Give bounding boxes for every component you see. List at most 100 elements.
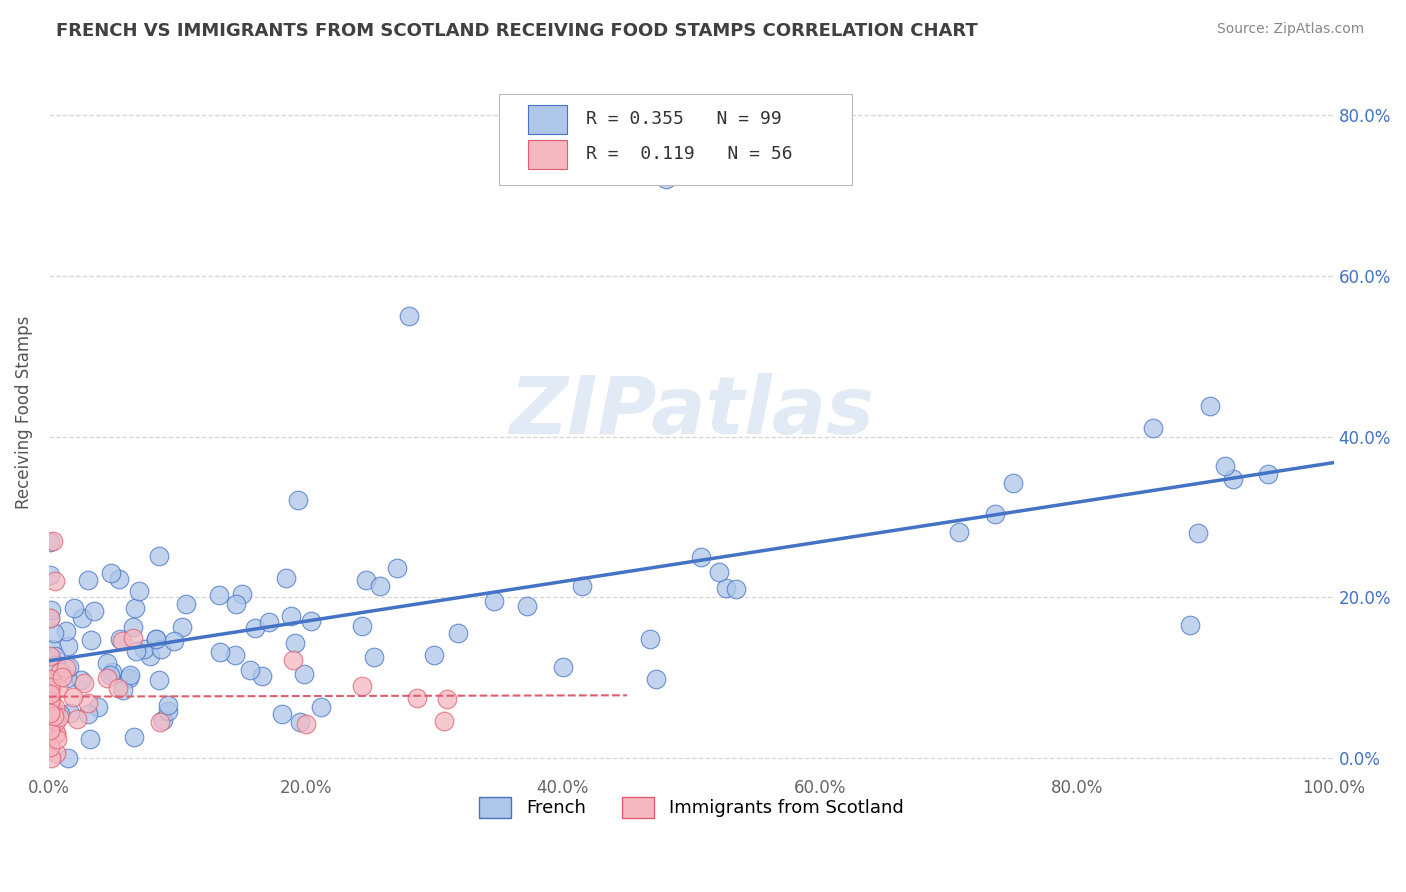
Point <box>55 660 77 674</box>
Point <box>174 598 197 612</box>
Point <box>1222 472 1244 486</box>
FancyBboxPatch shape <box>499 94 852 185</box>
Point <box>39 672 62 686</box>
Point <box>654 172 676 186</box>
Point <box>39 700 62 714</box>
Point <box>44 648 66 663</box>
Point <box>1178 618 1201 632</box>
Point <box>423 648 446 663</box>
Point <box>58 660 80 674</box>
Point <box>257 615 280 629</box>
Point <box>39 723 62 738</box>
Point <box>145 632 167 647</box>
Point <box>48 710 70 724</box>
Point <box>356 574 378 588</box>
Point <box>96 672 118 686</box>
Point <box>271 707 294 722</box>
Point <box>39 611 62 625</box>
Point <box>77 573 100 587</box>
Point <box>39 675 62 690</box>
Point <box>45 727 67 741</box>
Point <box>122 631 145 645</box>
Point <box>56 640 79 654</box>
Point <box>39 694 62 708</box>
Point <box>39 704 62 718</box>
Text: ZIPatlas: ZIPatlas <box>509 374 873 451</box>
Point <box>447 626 470 640</box>
Point <box>39 684 62 698</box>
Point <box>436 692 458 706</box>
Point <box>77 706 100 721</box>
Point <box>118 667 141 681</box>
Point <box>101 665 124 679</box>
Legend: French, Immigrants from Scotland: French, Immigrants from Scotland <box>470 788 912 827</box>
Point <box>149 714 172 729</box>
Point <box>406 691 429 706</box>
Point <box>156 705 179 719</box>
Point <box>42 534 65 549</box>
Point <box>209 645 232 659</box>
Point <box>295 717 318 731</box>
Point <box>152 713 174 727</box>
Point <box>96 656 118 670</box>
Point <box>63 601 86 615</box>
Text: R = 0.355   N = 99: R = 0.355 N = 99 <box>586 111 782 128</box>
Point <box>707 565 730 579</box>
Point <box>250 669 273 683</box>
Point <box>368 579 391 593</box>
Point <box>39 706 62 721</box>
Point <box>122 730 145 744</box>
Point <box>42 709 65 723</box>
Point <box>239 663 262 677</box>
Point <box>39 731 62 746</box>
Point <box>111 633 134 648</box>
Point <box>243 621 266 635</box>
Point <box>690 549 713 564</box>
Point <box>70 673 93 687</box>
Point <box>39 687 62 701</box>
Point <box>39 568 62 582</box>
Point <box>48 665 70 679</box>
Point <box>145 632 167 646</box>
Point <box>70 611 93 625</box>
Point <box>39 648 62 663</box>
Point <box>1187 526 1209 541</box>
Point <box>281 652 304 666</box>
Point <box>107 681 129 695</box>
Point <box>385 561 408 575</box>
Point <box>77 696 100 710</box>
Point <box>292 667 315 681</box>
Point <box>39 710 62 724</box>
Point <box>39 708 62 723</box>
Point <box>39 717 62 731</box>
Text: FRENCH VS IMMIGRANTS FROM SCOTLAND RECEIVING FOOD STAMPS CORRELATION CHART: FRENCH VS IMMIGRANTS FROM SCOTLAND RECEI… <box>56 22 979 40</box>
Point <box>224 648 246 663</box>
Point <box>208 588 231 602</box>
Point <box>170 620 193 634</box>
Text: Source: ZipAtlas.com: Source: ZipAtlas.com <box>1216 22 1364 37</box>
Point <box>287 492 309 507</box>
Point <box>73 675 96 690</box>
Point <box>132 641 155 656</box>
Point <box>231 587 253 601</box>
Point <box>51 670 73 684</box>
Point <box>100 566 122 581</box>
Point <box>138 649 160 664</box>
Point <box>39 602 62 616</box>
Point <box>350 619 373 633</box>
Point <box>39 534 62 549</box>
Point <box>39 739 62 754</box>
Point <box>66 712 89 726</box>
Point <box>44 714 66 729</box>
Point <box>39 681 62 696</box>
Point <box>46 731 69 746</box>
Point <box>121 620 143 634</box>
Point <box>39 751 62 765</box>
Point <box>100 668 122 682</box>
Point <box>44 700 66 714</box>
Point <box>39 694 62 708</box>
Point <box>45 726 67 740</box>
Point <box>398 309 420 323</box>
Point <box>118 671 141 685</box>
Point <box>39 701 62 715</box>
